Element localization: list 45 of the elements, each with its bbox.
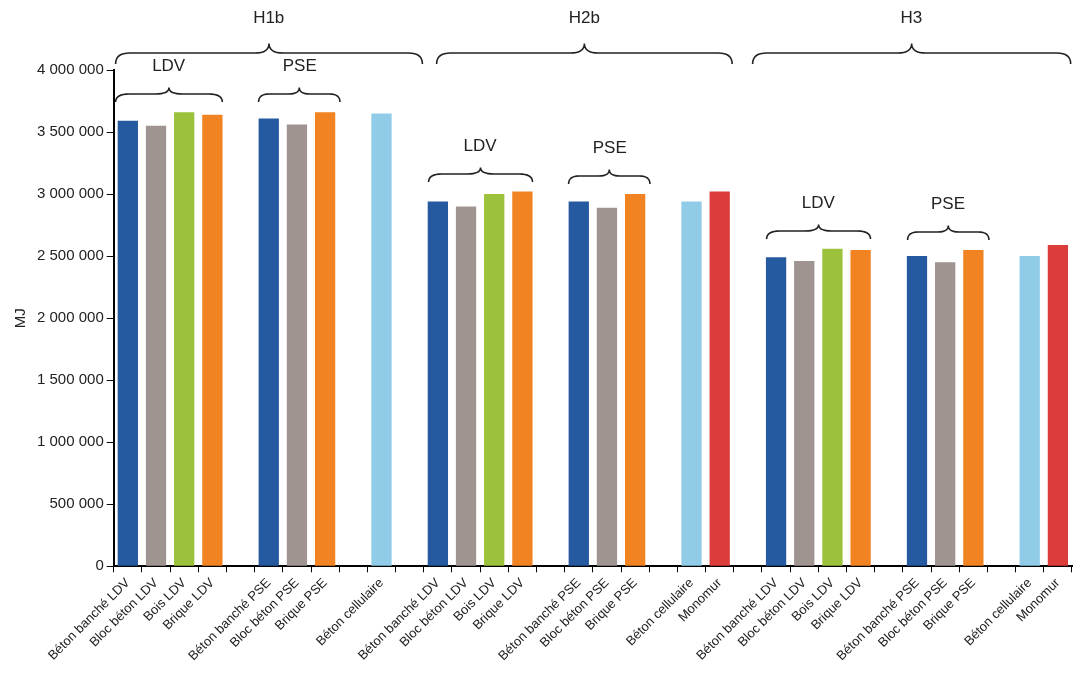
bar xyxy=(258,118,279,566)
bar xyxy=(709,191,730,566)
y-tick-label: 4 000 000 xyxy=(37,60,104,78)
bar xyxy=(935,262,956,566)
y-tick-label: 0 xyxy=(95,556,104,574)
y-tick-label: 3 000 000 xyxy=(37,184,104,202)
y-tick-label: 2 000 000 xyxy=(37,308,104,326)
bar xyxy=(850,249,871,566)
bar xyxy=(906,256,928,566)
bar xyxy=(371,113,392,566)
bar xyxy=(765,257,787,566)
y-tick-label: 2 500 000 xyxy=(37,246,104,264)
bar xyxy=(202,114,223,566)
annotation: PSE xyxy=(281,56,318,77)
bar xyxy=(794,261,815,566)
bar xyxy=(314,112,336,566)
bar xyxy=(681,201,702,566)
text: H3 xyxy=(899,8,924,28)
bar xyxy=(625,194,646,566)
annotation: LDV xyxy=(151,56,187,77)
bar xyxy=(145,125,167,566)
bar xyxy=(1047,244,1069,566)
bar xyxy=(427,201,448,566)
bar xyxy=(596,207,618,566)
bar xyxy=(963,249,984,566)
y-axis-title: MJ xyxy=(11,308,29,329)
annotation: PSE xyxy=(929,193,966,214)
annotation: LDV xyxy=(462,135,498,156)
y-tick-label: 3 500 000 xyxy=(37,122,104,140)
text: H2b xyxy=(567,8,601,28)
text: H1b xyxy=(252,8,286,28)
bar xyxy=(568,201,589,566)
bar xyxy=(484,194,505,566)
bar xyxy=(822,248,843,566)
bar xyxy=(117,120,138,566)
bar xyxy=(1019,256,1040,566)
bar xyxy=(174,112,195,566)
annotation: LDV xyxy=(800,192,836,213)
bar xyxy=(286,124,308,566)
bar xyxy=(512,191,533,566)
bar xyxy=(455,206,477,566)
annotation: PSE xyxy=(591,138,628,159)
y-tick-label: 500 000 xyxy=(49,494,104,512)
y-tick-label: 1 500 000 xyxy=(37,370,104,388)
y-tick-label: 1 000 000 xyxy=(37,432,104,450)
